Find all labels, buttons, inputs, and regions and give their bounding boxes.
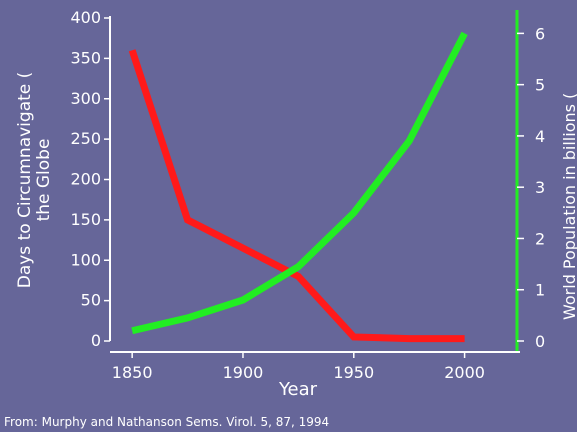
x-axis-label: Year bbox=[278, 379, 318, 400]
right-y-tick-label: 1 bbox=[535, 281, 545, 300]
right-y-axis: 0 1 2 3 4 5 6 bbox=[515, 10, 545, 353]
right-y-tick-label: 4 bbox=[535, 127, 545, 146]
circumnavigation-days-line bbox=[128, 49, 465, 343]
left-y-tick-label: 100 bbox=[70, 250, 101, 269]
world-population-line bbox=[131, 31, 468, 335]
right-y-tick-label: 2 bbox=[535, 229, 545, 248]
left-y-tick-label: 150 bbox=[70, 210, 101, 229]
left-y-tick-label: 400 bbox=[70, 8, 101, 27]
left-y-axis: 0 50 100 150 200 250 300 350 400 bbox=[70, 8, 111, 350]
x-tick-label: 1850 bbox=[112, 363, 153, 382]
right-y-tick-label: 3 bbox=[535, 178, 545, 197]
left-y-tick-label: 0 bbox=[91, 331, 101, 350]
right-y-tick-label: 5 bbox=[535, 76, 545, 95]
left-y-tick-label: 350 bbox=[70, 48, 101, 67]
x-tick-label: 1950 bbox=[333, 363, 374, 382]
left-y-tick-label: 250 bbox=[70, 129, 101, 148]
source-citation: From: Murphy and Nathanson Sems. Virol. … bbox=[4, 415, 329, 429]
series-layer bbox=[128, 31, 468, 343]
left-y-axis-label-line1: Days to Circumnavigate ( bbox=[15, 72, 35, 289]
left-y-axis-label-line2: the Globe bbox=[34, 139, 54, 222]
x-tick-label: 1900 bbox=[223, 363, 264, 382]
right-y-tick-label: 6 bbox=[535, 24, 545, 43]
left-y-tick-label: 50 bbox=[81, 291, 101, 310]
right-y-axis-label: World Population in billions ( bbox=[560, 93, 577, 320]
x-axis: 1850 1900 1950 2000 bbox=[110, 351, 520, 382]
right-y-tick-label: 0 bbox=[535, 332, 545, 351]
x-tick-label: 2000 bbox=[444, 363, 485, 382]
left-y-tick-label: 200 bbox=[70, 170, 101, 189]
left-y-tick-label: 300 bbox=[70, 89, 101, 108]
source-footer-background bbox=[0, 412, 577, 432]
